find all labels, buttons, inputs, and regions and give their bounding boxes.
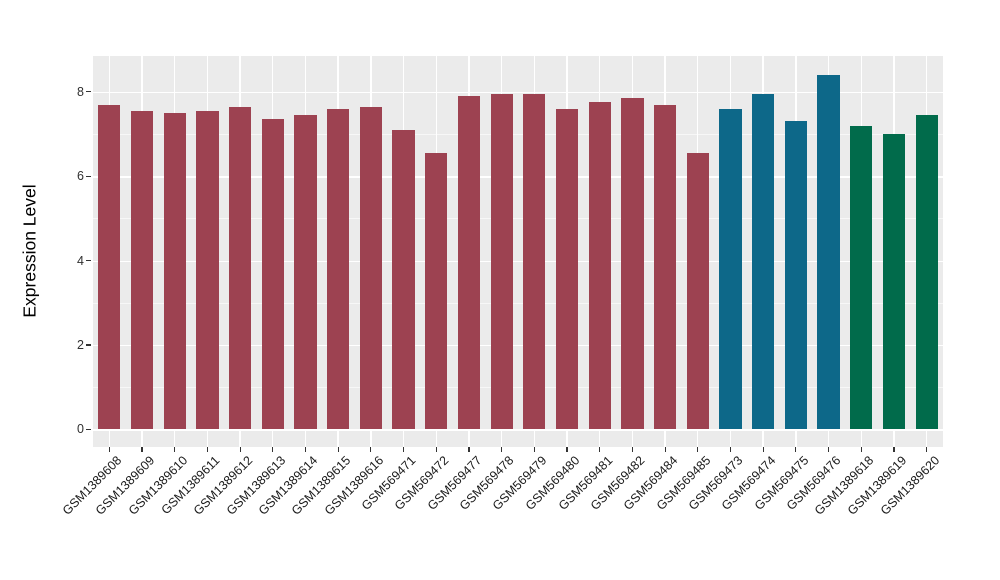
y-gridline-major — [93, 344, 943, 347]
x-tick-mark — [206, 447, 208, 452]
x-tick-mark — [827, 447, 830, 452]
x-tick-mark — [272, 447, 274, 452]
y-tick-mark — [86, 428, 91, 430]
x-tick-mark — [304, 447, 307, 452]
y-gridline-minor — [93, 302, 943, 304]
bar — [229, 106, 252, 430]
y-axis-title: Expression Level — [19, 184, 40, 318]
bar — [163, 112, 186, 430]
x-tick-mark — [468, 447, 470, 452]
x-tick-mark — [566, 447, 568, 452]
x-tick-mark — [174, 447, 176, 452]
y-gridline-minor — [93, 387, 943, 388]
bar — [752, 93, 775, 430]
bar — [555, 108, 579, 430]
y-tick-mark — [86, 175, 91, 177]
bar — [882, 134, 906, 430]
x-tick-mark — [926, 447, 928, 452]
bar — [915, 115, 938, 430]
bar — [130, 110, 154, 430]
y-tick-label: 2 — [77, 337, 84, 352]
x-tick-mark — [729, 447, 732, 452]
y-gridline-major — [93, 91, 943, 94]
bar — [425, 153, 448, 430]
x-tick-mark — [108, 447, 110, 452]
plot-panel — [93, 56, 943, 447]
x-tick-mark — [239, 447, 241, 452]
x-tick-mark — [860, 447, 862, 452]
bar — [523, 93, 546, 430]
x-tick-mark — [370, 447, 372, 452]
bar — [621, 98, 644, 430]
y-tick-label: 8 — [77, 84, 84, 99]
bar — [359, 106, 382, 430]
x-tick-mark — [762, 447, 764, 452]
x-tick-mark — [893, 447, 895, 452]
bar — [719, 108, 742, 430]
x-tick-mark — [435, 447, 437, 452]
y-tick-label: 6 — [77, 169, 84, 184]
bar — [98, 104, 121, 430]
bar — [392, 129, 415, 430]
x-tick-mark — [533, 447, 535, 452]
x-tick-mark — [402, 447, 405, 452]
bar — [817, 74, 840, 430]
bar — [490, 93, 513, 430]
y-gridline-major — [93, 429, 943, 431]
y-gridline-minor — [93, 218, 943, 220]
bar — [784, 121, 807, 430]
bar — [850, 125, 873, 430]
x-tick-mark — [501, 447, 503, 452]
y-gridline-major — [93, 260, 943, 262]
x-tick-mark — [337, 447, 339, 452]
x-tick-mark — [141, 447, 143, 452]
bar — [686, 153, 709, 430]
bar — [457, 96, 481, 430]
bar — [654, 104, 677, 430]
x-tick-mark — [664, 447, 666, 452]
bar — [261, 119, 284, 430]
y-tick-label: 4 — [77, 253, 84, 268]
x-tick-mark — [795, 447, 797, 452]
bar — [294, 115, 317, 430]
y-tick-mark — [86, 91, 91, 93]
bar — [196, 110, 219, 430]
bar — [588, 102, 611, 430]
x-tick-mark — [631, 447, 633, 452]
bar — [327, 108, 350, 430]
x-tick-mark — [697, 447, 699, 452]
x-tick-mark — [599, 447, 601, 452]
y-gridline-major — [93, 176, 943, 178]
y-tick-mark — [86, 344, 91, 346]
y-tick-mark — [86, 259, 91, 262]
y-gridline-minor — [93, 134, 943, 135]
y-tick-label: 0 — [77, 422, 84, 437]
